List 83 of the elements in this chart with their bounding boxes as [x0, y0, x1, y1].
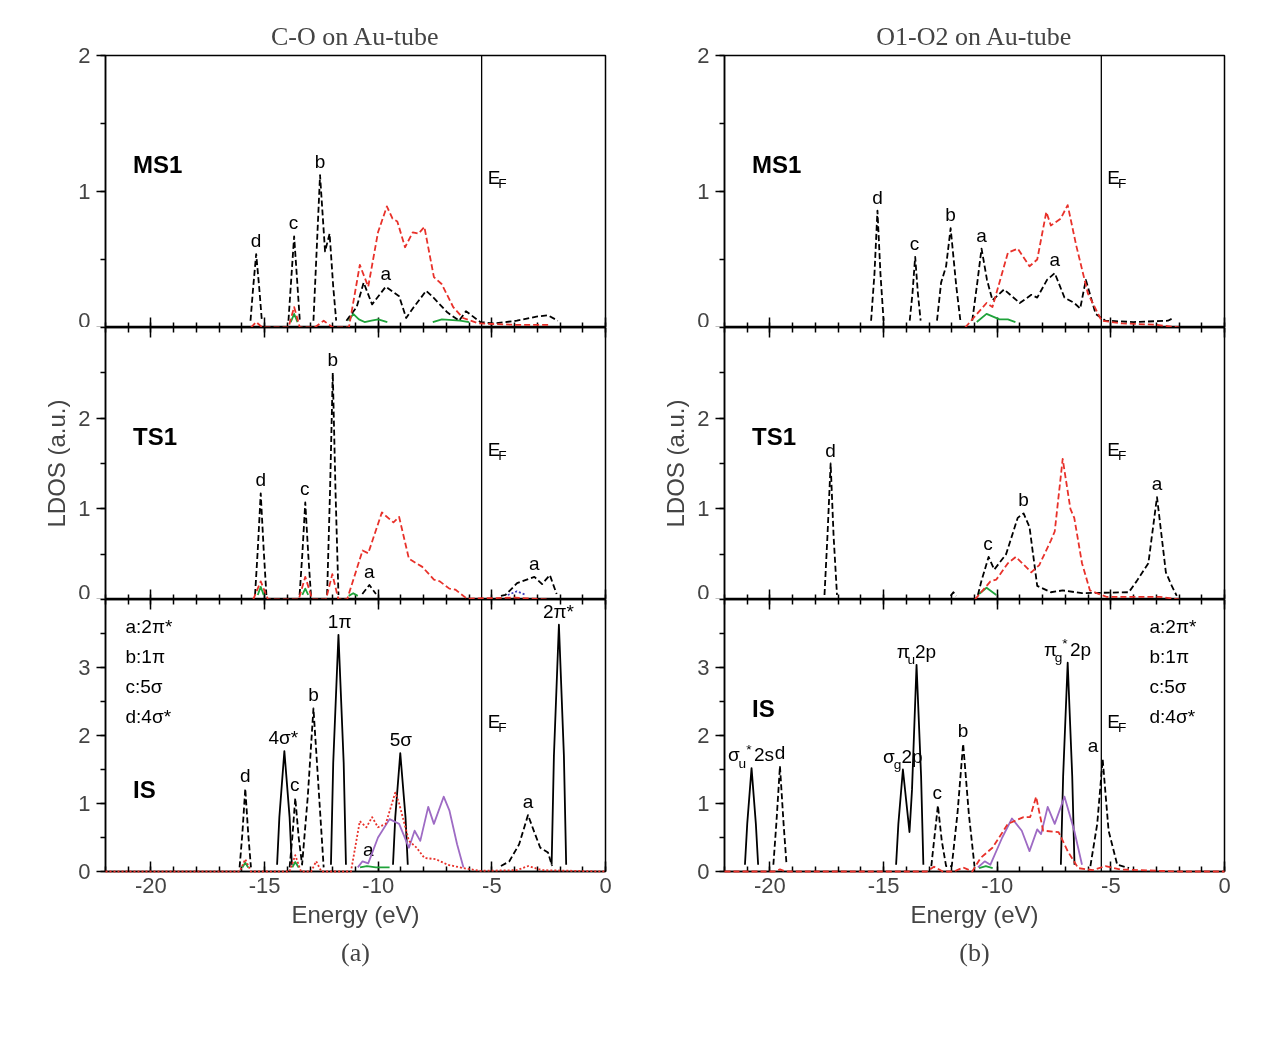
line-series — [977, 795, 1083, 869]
line-series — [356, 795, 465, 869]
x-tick-label: -20 — [754, 872, 786, 898]
x-tick-label: -5 — [1101, 872, 1121, 898]
text: IS — [752, 694, 775, 722]
annotation: a:2π* — [1149, 616, 1198, 638]
y-tick-label: 2 — [78, 405, 91, 431]
x-tick-label: -5 — [482, 872, 502, 898]
annotation: d — [255, 469, 266, 491]
y-axis-title: LDOS (a.u.) — [43, 399, 71, 528]
annotation: d — [774, 742, 786, 764]
annotation: c — [932, 781, 943, 803]
y-tick-label: 3 — [697, 655, 710, 680]
annotation: a — [529, 552, 541, 574]
annotation: d — [239, 764, 251, 786]
annotation: d:4σ* — [1149, 705, 1196, 727]
annotation: b — [957, 719, 969, 741]
y-tick-label: 2 — [697, 405, 710, 431]
annotation: 4σ* — [268, 727, 299, 749]
annotation: a — [380, 262, 392, 284]
annotation: c — [288, 212, 299, 234]
annotation: a — [1049, 249, 1061, 271]
y-tick-label: 1 — [697, 179, 710, 204]
y-tick-label: 2 — [78, 43, 91, 68]
annotation: c — [909, 232, 920, 254]
annotation: b — [308, 684, 319, 706]
chart-title: O1-O2 on Au-tube — [876, 21, 1072, 51]
annotation: c — [983, 532, 993, 554]
y-tick-label: 0 — [697, 579, 710, 605]
annotation: 2π* — [542, 600, 575, 622]
text: IS — [133, 776, 156, 804]
y-tick-label: 0 — [697, 307, 710, 333]
x-tick-label: 0 — [1218, 872, 1231, 898]
y-tick-label: 3 — [78, 655, 91, 680]
annotation: a — [1087, 735, 1099, 757]
annotation: a — [364, 560, 376, 582]
annotation: a — [522, 791, 534, 813]
annotation: a — [362, 839, 374, 861]
x-axis-title: Energy (eV) — [910, 900, 1039, 928]
y-tick-label: 1 — [78, 496, 91, 522]
x-tick-label: -15 — [867, 872, 900, 898]
annotation: b:1π — [125, 646, 166, 668]
text: (a) — [341, 937, 370, 967]
annotation: b — [1018, 489, 1029, 511]
annotation: 5σ — [389, 729, 413, 751]
annotation: d — [250, 230, 262, 252]
text: TS1 — [133, 422, 178, 450]
text: TS1 — [752, 422, 797, 450]
y-tick-label: 1 — [78, 179, 91, 204]
annotation: c — [289, 774, 300, 796]
y-tick-label: 0 — [78, 579, 91, 605]
x-tick-label: -10 — [981, 872, 1014, 898]
annotation: b:1π — [1149, 646, 1190, 668]
text: MS1 — [133, 150, 183, 178]
x-tick-label: -15 — [248, 872, 281, 898]
annotation: c:5σ — [1149, 676, 1187, 698]
y-tick-label: 1 — [697, 496, 710, 522]
annotation: d — [872, 186, 883, 208]
chart-title: C-O on Au-tube — [271, 21, 439, 51]
annotation: b — [314, 151, 326, 173]
x-axis-title: Energy (eV) — [291, 900, 420, 928]
annotation: a:2π* — [125, 616, 174, 638]
annotation: a — [976, 224, 988, 246]
y-axis-title: LDOS (a.u.) — [662, 399, 690, 528]
y-tick-label: 2 — [697, 43, 710, 68]
x-tick-label: 0 — [599, 872, 612, 898]
annotation: a — [1151, 473, 1163, 495]
y-tick-label: 0 — [78, 307, 91, 333]
annotation: 1π — [327, 610, 352, 632]
annotation: d:4σ* — [125, 705, 172, 727]
annotation: b — [327, 348, 339, 370]
annotation: c:5σ — [125, 676, 163, 698]
y-tick-label: 2 — [78, 723, 91, 748]
annotation: c — [299, 478, 310, 500]
x-tick-label: -10 — [362, 872, 395, 898]
text: (b) — [959, 937, 990, 967]
y-tick-label: 1 — [78, 791, 91, 816]
y-tick-label: 1 — [697, 791, 710, 816]
annotation: b — [945, 204, 956, 226]
annotation: d — [825, 439, 836, 461]
y-tick-label: 2 — [697, 723, 710, 748]
x-tick-label: -20 — [135, 872, 167, 898]
text: MS1 — [752, 150, 802, 178]
